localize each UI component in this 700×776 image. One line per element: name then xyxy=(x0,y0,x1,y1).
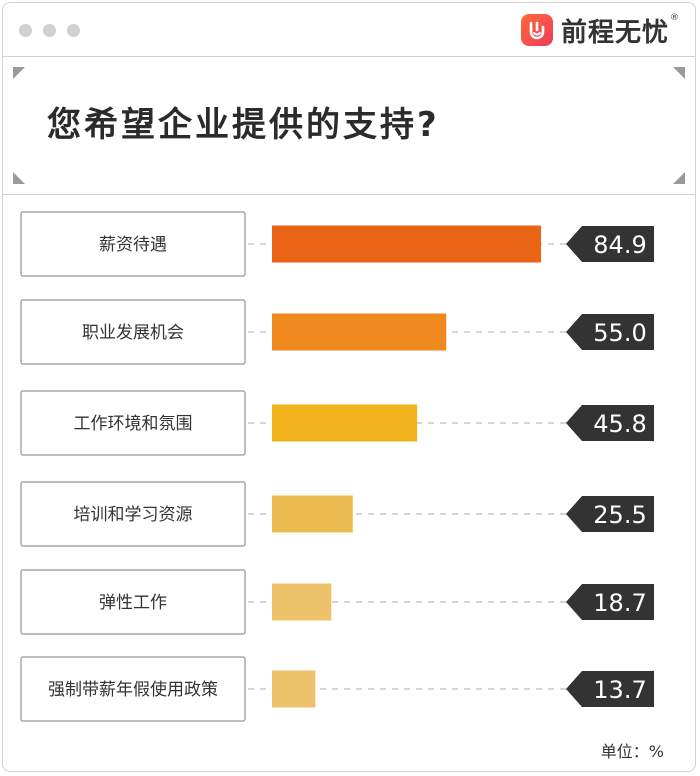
brand-logo: 前程无忧 ® xyxy=(520,13,679,48)
corner-marker-icon xyxy=(673,172,685,184)
category-label-box xyxy=(20,390,246,456)
brand-hand-icon xyxy=(520,14,553,46)
category-label: 培训和学习资源 xyxy=(74,505,193,525)
chart-title: 您希望企业提供的支持? xyxy=(47,105,440,145)
bar xyxy=(272,404,418,442)
category-label-box xyxy=(20,211,246,277)
brand-name: 前程无忧 xyxy=(560,17,669,48)
category-label-box xyxy=(20,569,246,635)
category-label: 薪资待遇 xyxy=(99,235,167,255)
bar xyxy=(272,225,541,263)
value-tag xyxy=(566,496,654,532)
value-tag xyxy=(566,314,654,350)
value-label: 84.9 xyxy=(593,231,646,259)
window-dot-icon xyxy=(67,24,80,37)
title-panel: 您希望企业提供的支持? xyxy=(3,57,695,195)
window-titlebar: 前程无忧 ® xyxy=(3,3,695,57)
category-label: 弹性工作 xyxy=(99,593,167,613)
category-label: 工作环境和氛围 xyxy=(74,414,193,434)
value-label: 25.5 xyxy=(593,501,646,529)
registered-mark: ® xyxy=(670,13,679,23)
value-tag xyxy=(566,405,654,441)
category-label-box xyxy=(20,656,246,722)
value-tag xyxy=(566,671,654,707)
value-label: 13.7 xyxy=(593,676,646,704)
category-label-box xyxy=(20,299,246,365)
value-label: 18.7 xyxy=(593,589,646,617)
category-label-box xyxy=(20,481,246,547)
category-label: 强制带薪年假使用政策 xyxy=(48,679,218,700)
bar xyxy=(272,583,332,621)
bar xyxy=(272,670,316,708)
value-label: 45.8 xyxy=(593,410,646,438)
window-dot-icon xyxy=(43,24,56,37)
category-label: 职业发展机会 xyxy=(82,323,184,343)
value-tag xyxy=(566,226,654,262)
bar xyxy=(272,313,447,351)
value-tag xyxy=(566,584,654,620)
corner-marker-icon xyxy=(13,172,25,184)
corner-marker-icon xyxy=(673,67,685,79)
corner-marker-icon xyxy=(13,67,25,79)
window-dot-icon xyxy=(19,24,32,37)
unit-label: 单位：% xyxy=(600,742,664,761)
value-label: 55.0 xyxy=(593,319,646,347)
bar xyxy=(272,495,353,533)
